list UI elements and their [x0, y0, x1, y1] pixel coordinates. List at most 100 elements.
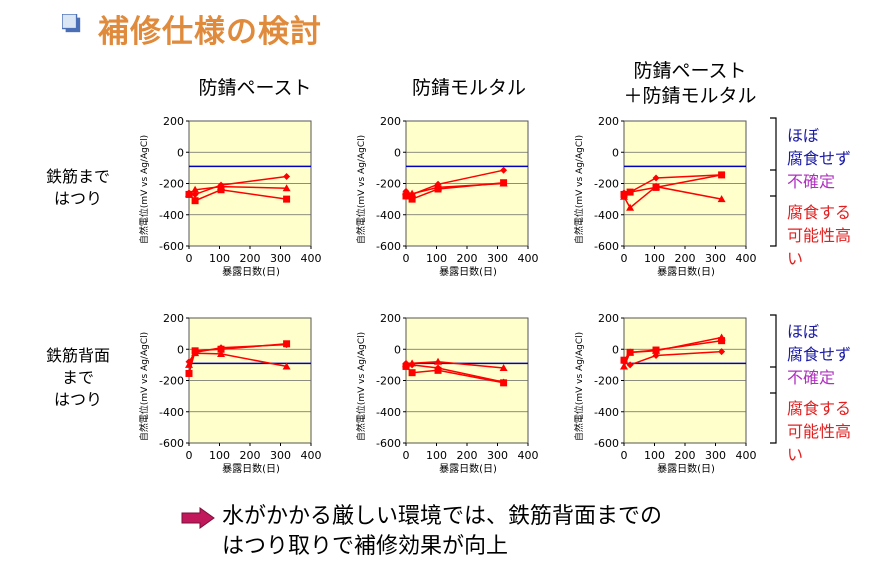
legend-no-corrosion-2: 腐食せず: [787, 345, 852, 364]
x-tick-label: 100: [209, 449, 230, 462]
legend-bottom: ほぼ 腐食せず 不確定 腐食する 可能性高 い: [787, 320, 851, 466]
column-header-paste: 防錆ペースト: [198, 77, 312, 99]
x-tick-label: 100: [644, 449, 665, 462]
data-point-square: [283, 340, 291, 348]
y-axis-label: 自然電位(mV vs Ag/AgCl): [138, 135, 150, 244]
y-tick-label: 200: [163, 312, 184, 325]
y-tick-label: -400: [376, 209, 401, 222]
x-tick-label: 0: [403, 449, 410, 462]
y-tick-label: 200: [163, 115, 184, 128]
arrow-icon: [181, 507, 215, 529]
legend-bracket-lines: [770, 117, 777, 247]
title-bullet-icon: [62, 14, 81, 33]
data-point-square: [408, 195, 416, 203]
y-tick-label: 0: [394, 343, 401, 356]
data-point-square: [620, 356, 628, 364]
x-tick-label: 0: [621, 449, 628, 462]
column-header-combo-line1: 防錆ペースト: [633, 60, 747, 82]
data-point-square: [652, 183, 660, 191]
data-point-square: [191, 197, 199, 205]
row-header-line: はつり: [53, 390, 102, 409]
data-point-diamond: [718, 348, 726, 356]
legend-corrosion-2: 可能性高: [787, 422, 852, 441]
x-tick-label: 400: [301, 252, 322, 265]
y-axis-label: 自然電位(mV vs Ag/AgCl): [138, 332, 150, 441]
data-point-triangle: [434, 357, 443, 365]
data-point-square: [283, 195, 291, 203]
x-tick-label: 200: [457, 252, 478, 265]
data-point-triangle: [191, 185, 200, 193]
data-point-diamond: [500, 166, 508, 174]
data-point-square: [620, 190, 628, 198]
data-point-square: [718, 337, 726, 345]
x-tick-label: 300: [270, 252, 291, 265]
data-point-triangle: [217, 349, 226, 357]
column-header-combo: 防錆ペースト ＋防錆モルタル: [610, 59, 770, 109]
legend-top: ほぼ 腐食せず 不確定 腐食する 可能性高 い: [787, 124, 851, 270]
y-tick-label: -400: [159, 406, 184, 419]
y-tick-label: 0: [394, 146, 401, 159]
column-header-combo-line2: ＋防錆モルタル: [623, 85, 757, 107]
x-tick-label: 200: [675, 449, 696, 462]
y-tick-label: 0: [612, 146, 619, 159]
y-tick-label: 200: [598, 115, 619, 128]
y-tick-label: 200: [380, 312, 401, 325]
y-tick-label: -400: [594, 406, 619, 419]
row-header-line: 鉄筋背面: [45, 346, 110, 365]
y-tick-label: -600: [594, 437, 619, 450]
x-tick-label: 0: [621, 252, 628, 265]
data-point-triangle: [282, 362, 291, 370]
data-point-square: [185, 190, 193, 198]
x-tick-label: 300: [487, 252, 508, 265]
x-axis-label: 暴露日数(日): [657, 265, 715, 278]
x-tick-label: 300: [270, 449, 291, 462]
y-tick-label: 0: [612, 343, 619, 356]
legend-uncertain: 不確定: [787, 172, 836, 191]
series-line: [188, 343, 287, 374]
data-point-square: [402, 362, 410, 370]
x-tick-label: 0: [186, 252, 193, 265]
x-axis-label: 暴露日数(日): [222, 265, 280, 278]
x-tick-label: 200: [240, 252, 261, 265]
y-tick-label: -400: [159, 209, 184, 222]
x-tick-label: 100: [426, 252, 447, 265]
x-axis-label: 暴露日数(日): [657, 462, 715, 475]
x-axis-label: 暴露日数(日): [439, 462, 497, 475]
legend-corrosion-2: 可能性高: [787, 226, 852, 245]
x-tick-label: 400: [736, 449, 757, 462]
data-point-square: [500, 179, 508, 187]
x-tick-label: 200: [240, 449, 261, 462]
data-point-square: [434, 366, 442, 374]
y-tick-label: -200: [594, 375, 619, 388]
y-tick-label: 200: [380, 115, 401, 128]
conclusion-text: 水がかかる厳しい環境では、鉄筋背面までの はつり取りで補修効果が向上: [222, 502, 662, 562]
conclusion-line-1: 水がかかる厳しい環境では、鉄筋背面までの: [222, 504, 663, 529]
y-axis-label: 自然電位(mV vs Ag/AgCl): [573, 332, 585, 441]
row-header-line: 鉄筋まで: [45, 167, 110, 186]
y-tick-label: -200: [594, 178, 619, 191]
x-tick-label: 400: [736, 252, 757, 265]
data-point-square: [185, 369, 193, 377]
legend-corrosion-1: 腐食する: [787, 399, 852, 418]
data-point-triangle: [282, 184, 291, 192]
x-tick-label: 400: [518, 252, 539, 265]
data-point-square: [500, 379, 508, 387]
y-tick-label: -600: [159, 437, 184, 450]
data-point-square: [434, 185, 442, 193]
x-tick-label: 0: [403, 252, 410, 265]
data-point-square: [402, 192, 410, 200]
y-tick-label: -400: [376, 406, 401, 419]
legend-no-corrosion-2: 腐食せず: [787, 149, 852, 168]
y-tick-label: -200: [159, 178, 184, 191]
row-header-to-rebar: 鉄筋まで はつり: [28, 166, 128, 210]
row-header-line: まで: [61, 368, 94, 387]
legend-corrosion-3: い: [787, 445, 804, 464]
legend-no-corrosion-1: ほぼ: [787, 126, 820, 145]
legend-corrosion-1: 腐食する: [787, 203, 852, 222]
y-tick-label: -600: [376, 240, 401, 253]
legend-bracket-bottom: [770, 314, 777, 444]
data-point-square: [217, 345, 225, 353]
row-header-line: はつり: [53, 189, 102, 208]
x-tick-label: 100: [426, 449, 447, 462]
